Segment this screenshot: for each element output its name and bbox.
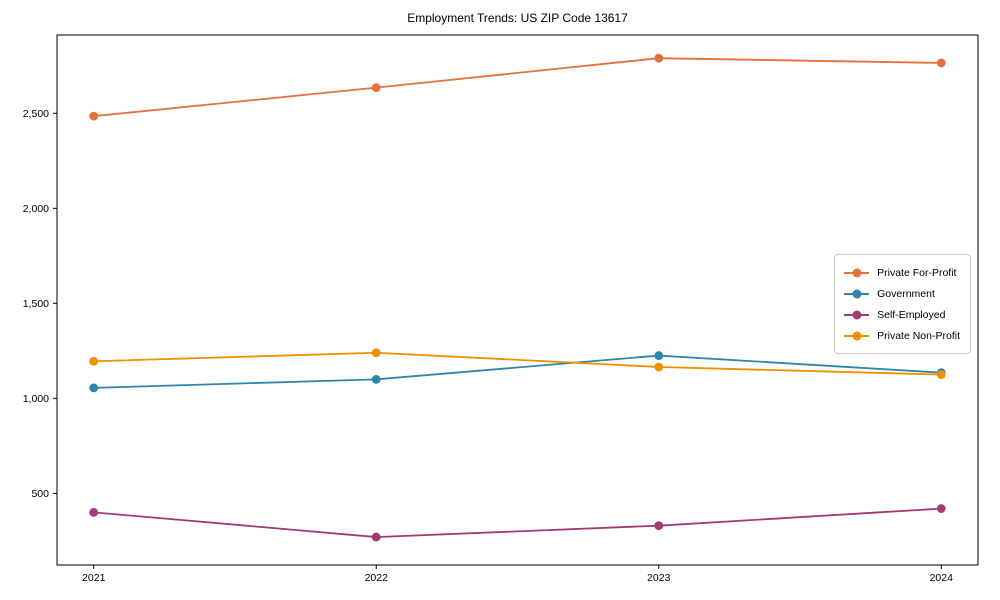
legend-item-self-employed: Self-Employed — [844, 304, 960, 325]
legend-item-government: Government — [844, 283, 960, 304]
legend-label: Self-Employed — [877, 308, 946, 321]
legend-marker-private-for-profit-icon — [844, 268, 870, 277]
data-point-private-non-profit-2022 — [371, 348, 381, 358]
legend-label: Private Non-Profit — [877, 329, 960, 342]
data-point-government-2023 — [654, 351, 664, 360]
legend-label: Government — [877, 287, 935, 300]
y-tick-label: 1,500 — [23, 298, 49, 310]
data-point-self-employed-2021 — [89, 507, 99, 517]
data-point-self-employed-2023 — [654, 521, 664, 531]
legend-label: Private For-Profit — [877, 266, 957, 279]
y-tick-label: 2,500 — [23, 108, 49, 120]
y-tick-label: 500 — [31, 488, 49, 500]
series-line-government — [92, 354, 943, 389]
y-tick-label: 1,000 — [23, 393, 49, 405]
legend-item-private-for-profit: Private For-Profit — [844, 262, 960, 283]
data-point-private-non-profit-2023 — [654, 362, 664, 372]
data-point-private-for-profit-2024 — [936, 58, 946, 68]
series-line-private-for-profit — [92, 57, 943, 118]
x-tick-label: 2024 — [930, 572, 954, 584]
legend-marker-government-icon — [844, 289, 870, 298]
x-tick-label: 2022 — [365, 572, 389, 584]
data-point-private-non-profit-2024 — [936, 370, 946, 379]
legend-item-private-non-profit: Private Non-Profit — [844, 325, 960, 346]
plot-area-border — [56, 34, 979, 566]
data-point-government-2021 — [89, 383, 99, 393]
chart-legend: Private For-Profit Government Self-Emplo… — [834, 254, 971, 354]
data-point-private-for-profit-2023 — [654, 53, 664, 63]
data-point-self-employed-2024 — [936, 504, 946, 513]
data-point-private-non-profit-2021 — [89, 356, 99, 366]
x-tick-label: 2021 — [82, 572, 106, 584]
y-tick-label: 2,000 — [23, 203, 49, 215]
legend-marker-private-non-profit-icon — [844, 331, 870, 340]
data-point-private-for-profit-2021 — [89, 111, 99, 121]
chart-title: Employment Trends: US ZIP Code 13617 — [407, 11, 628, 25]
data-point-self-employed-2022 — [371, 532, 381, 542]
data-point-private-for-profit-2022 — [371, 83, 381, 93]
data-point-government-2022 — [371, 374, 381, 384]
series-line-self-employed — [92, 507, 943, 538]
x-tick-label: 2023 — [647, 572, 671, 584]
series-line-private-non-profit — [92, 351, 943, 376]
legend-marker-self-employed-icon — [844, 310, 870, 319]
